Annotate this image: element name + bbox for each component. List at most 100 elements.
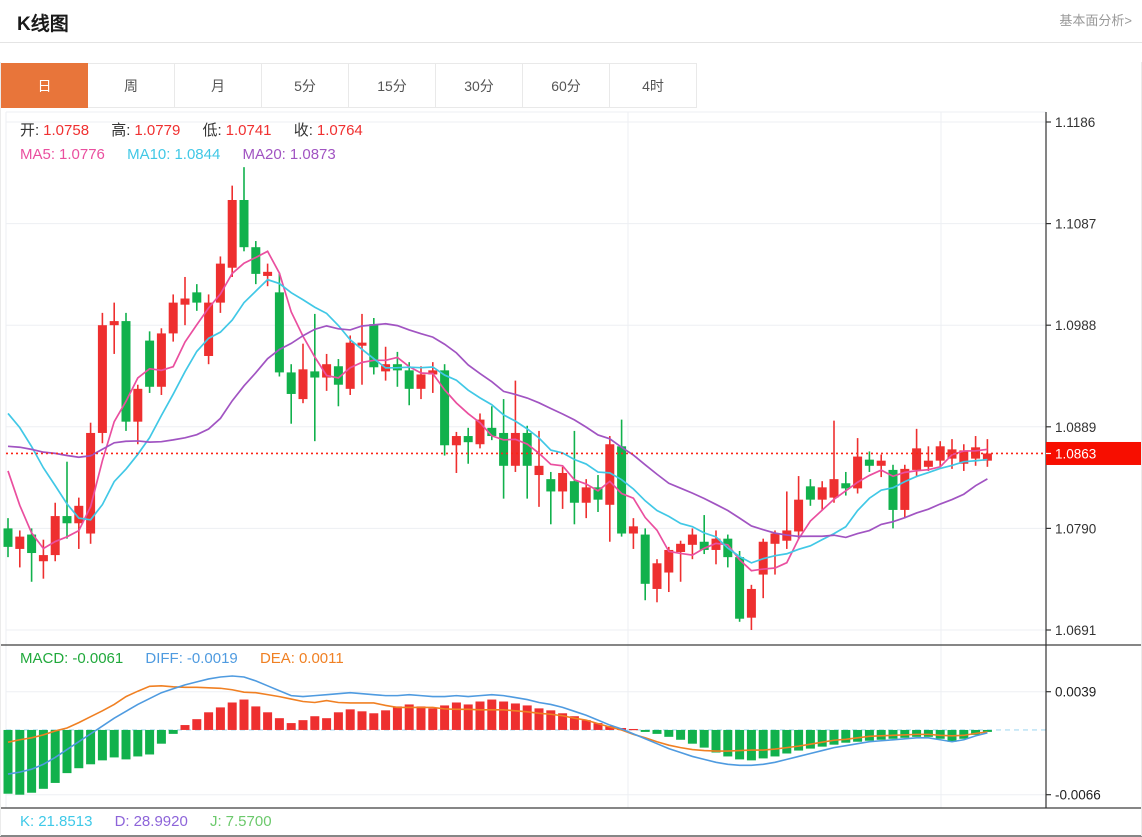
chart-widget-frame xyxy=(0,62,1142,836)
ma10-line xyxy=(7,278,988,564)
macd-bar xyxy=(558,713,568,730)
candle-body xyxy=(97,325,107,433)
candle-body xyxy=(133,388,143,422)
diff-line xyxy=(7,675,988,775)
candle-body xyxy=(829,479,839,498)
candle-body xyxy=(74,505,84,524)
page-title: K线图 xyxy=(17,14,69,35)
candle-body xyxy=(156,333,166,387)
period-tab-日[interactable]: 日 xyxy=(1,63,88,108)
macd-bar xyxy=(522,705,532,730)
candle-body xyxy=(499,432,509,466)
period-tab-月[interactable]: 月 xyxy=(175,63,262,108)
candle-body xyxy=(50,516,60,556)
candle-body xyxy=(204,302,214,356)
macd-bar xyxy=(805,729,815,749)
candle-body xyxy=(274,292,284,373)
price-tick-label: 1.1186 xyxy=(1055,115,1095,130)
ma5-line xyxy=(7,250,988,572)
period-tab-30分[interactable]: 30分 xyxy=(436,63,523,108)
macd-bar xyxy=(38,729,48,789)
macd-bar xyxy=(982,729,992,732)
candle-body xyxy=(345,342,355,389)
macd-bar xyxy=(723,729,733,757)
fundamental-analysis-link[interactable]: 基本面分析> xyxy=(1059,13,1132,28)
candle-body xyxy=(62,516,72,524)
macd-bar xyxy=(168,729,178,734)
macd-bar xyxy=(392,706,402,730)
period-tab-4时[interactable]: 4时 xyxy=(610,63,697,108)
macd-bar xyxy=(746,729,756,761)
candle-body xyxy=(581,487,591,503)
gridlines xyxy=(5,111,1046,808)
macd-bar xyxy=(628,728,638,731)
period-tab-5分[interactable]: 5分 xyxy=(262,63,349,108)
candle-body xyxy=(86,432,96,534)
candle-body xyxy=(475,419,485,445)
period-tab-15分[interactable]: 15分 xyxy=(349,63,436,108)
macd-bar xyxy=(463,704,473,730)
macd-bar xyxy=(345,709,355,730)
candle-body xyxy=(912,448,922,470)
macd-bar xyxy=(652,729,662,734)
macd-bar xyxy=(853,729,863,742)
macd-bar xyxy=(145,729,155,755)
macd-bar xyxy=(923,729,933,737)
candle-body xyxy=(817,487,827,500)
candle-body xyxy=(982,453,992,461)
macd-bar xyxy=(699,729,709,748)
dea-line xyxy=(7,685,988,752)
candle-body xyxy=(451,436,461,446)
period-tab-60分[interactable]: 60分 xyxy=(523,63,610,108)
macd-bar xyxy=(794,729,804,751)
macd-bar xyxy=(3,729,13,794)
candle-body xyxy=(369,324,379,368)
macd-bar xyxy=(121,729,131,760)
candle-body xyxy=(876,460,886,466)
macd-bar xyxy=(286,723,296,730)
macd-bar xyxy=(50,729,60,783)
macd-bar xyxy=(251,706,261,730)
price-tick-label: 1.0790 xyxy=(1055,521,1096,536)
macd-bar xyxy=(274,718,284,730)
macd-bar xyxy=(817,729,827,747)
macd-bar xyxy=(959,729,969,739)
candle-body xyxy=(676,543,686,553)
macd-bar xyxy=(109,729,119,758)
candle-body xyxy=(239,199,249,248)
candle-body xyxy=(593,487,603,500)
macd-bar xyxy=(369,713,379,730)
macd-bar xyxy=(605,726,615,730)
period-tab-周[interactable]: 周 xyxy=(88,63,175,108)
price-tick-label: 1.1087 xyxy=(1055,217,1096,232)
macd-bar xyxy=(829,729,839,745)
last-price-tag xyxy=(1046,441,1142,465)
macd-bar xyxy=(971,729,981,735)
candle-body xyxy=(664,549,674,573)
macd-bar xyxy=(687,729,697,744)
candle-body xyxy=(3,528,13,547)
header-divider xyxy=(0,42,1142,43)
macd-bar xyxy=(74,729,84,769)
macd-bar xyxy=(428,708,438,730)
candle-body xyxy=(971,447,981,459)
candle-body xyxy=(628,526,638,534)
macd-histogram xyxy=(3,699,992,795)
candle-body xyxy=(605,444,615,505)
candle-body xyxy=(428,370,438,375)
candle-body xyxy=(841,483,851,489)
macd-bar xyxy=(510,703,520,730)
macd-bar xyxy=(298,720,308,730)
candle-body xyxy=(227,199,237,268)
candle-body xyxy=(180,298,190,305)
candle-body xyxy=(853,456,863,489)
macd-tick-label: 0.0039 xyxy=(1055,685,1096,700)
macd-bar xyxy=(27,729,37,793)
ma20-line xyxy=(7,322,988,539)
macd-bar xyxy=(133,729,143,757)
macd-bar xyxy=(676,729,686,740)
macd-bar xyxy=(180,725,190,730)
candle-body xyxy=(322,364,332,378)
macd-bar xyxy=(534,708,544,730)
